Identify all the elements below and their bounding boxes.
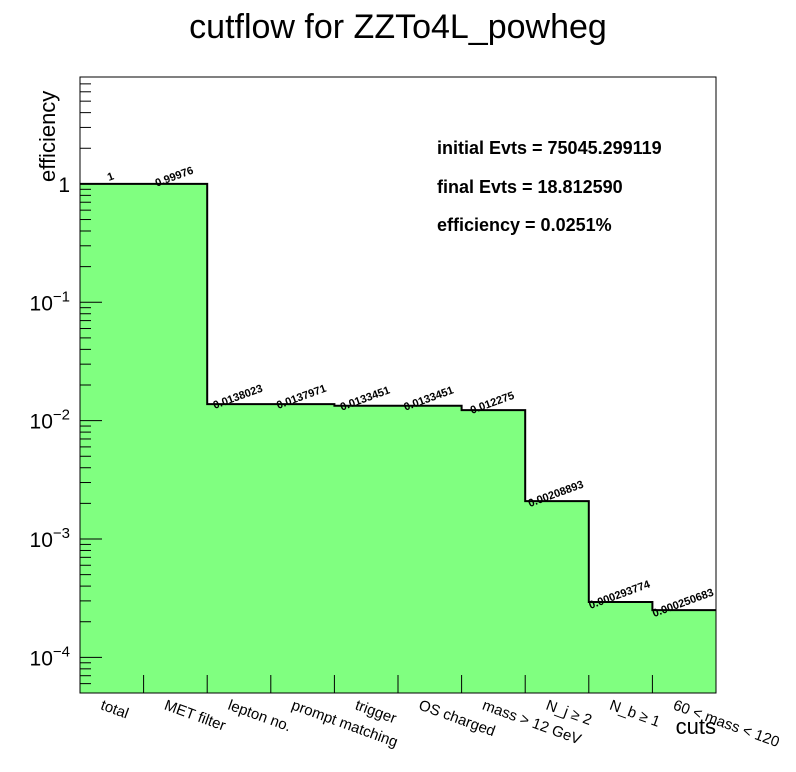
bar-9 xyxy=(652,610,717,693)
category-label: lepton no. xyxy=(226,697,294,736)
histogram-outline xyxy=(80,182,716,612)
histogram-fill xyxy=(80,183,717,694)
y-axis-title: efficiency xyxy=(35,91,60,182)
bar-3 xyxy=(270,404,335,693)
category-label: N_b ≥ 1 xyxy=(607,697,662,731)
chart-title: cutflow for ZZTo4L_powheg xyxy=(189,8,607,46)
y-tick-label: 10−1 xyxy=(30,288,70,315)
category-label: MET filter xyxy=(162,697,228,735)
y-tick-label: 1 xyxy=(58,174,70,197)
initial-events-text: initial Evts = 75045.299119 xyxy=(437,138,662,158)
bar-1 xyxy=(143,183,208,694)
data-label: 1 xyxy=(106,170,116,183)
bar-8 xyxy=(588,601,653,693)
y-tick-label: 10−3 xyxy=(30,525,70,552)
bar-5 xyxy=(398,405,463,693)
bar-6 xyxy=(461,410,526,693)
bar-4 xyxy=(334,405,399,693)
bar-7 xyxy=(525,501,590,693)
y-tick-label: 10−4 xyxy=(30,643,70,670)
efficiency-text: efficiency = 0.0251% xyxy=(437,215,612,235)
bar-2 xyxy=(207,404,272,693)
y-tick-label: 10−2 xyxy=(30,407,70,434)
final-events-text: final Evts = 18.812590 xyxy=(437,177,623,197)
bar-0 xyxy=(80,183,145,693)
histogram-step-line xyxy=(80,182,716,612)
x-axis-title: cuts xyxy=(676,714,716,739)
stats-box: initial Evts = 75045.299119 final Evts =… xyxy=(437,138,662,235)
x-axis xyxy=(143,675,653,693)
category-label: total xyxy=(98,697,130,723)
y-axis: 1 10−1 10−2 10−3 10−4 xyxy=(30,76,102,694)
